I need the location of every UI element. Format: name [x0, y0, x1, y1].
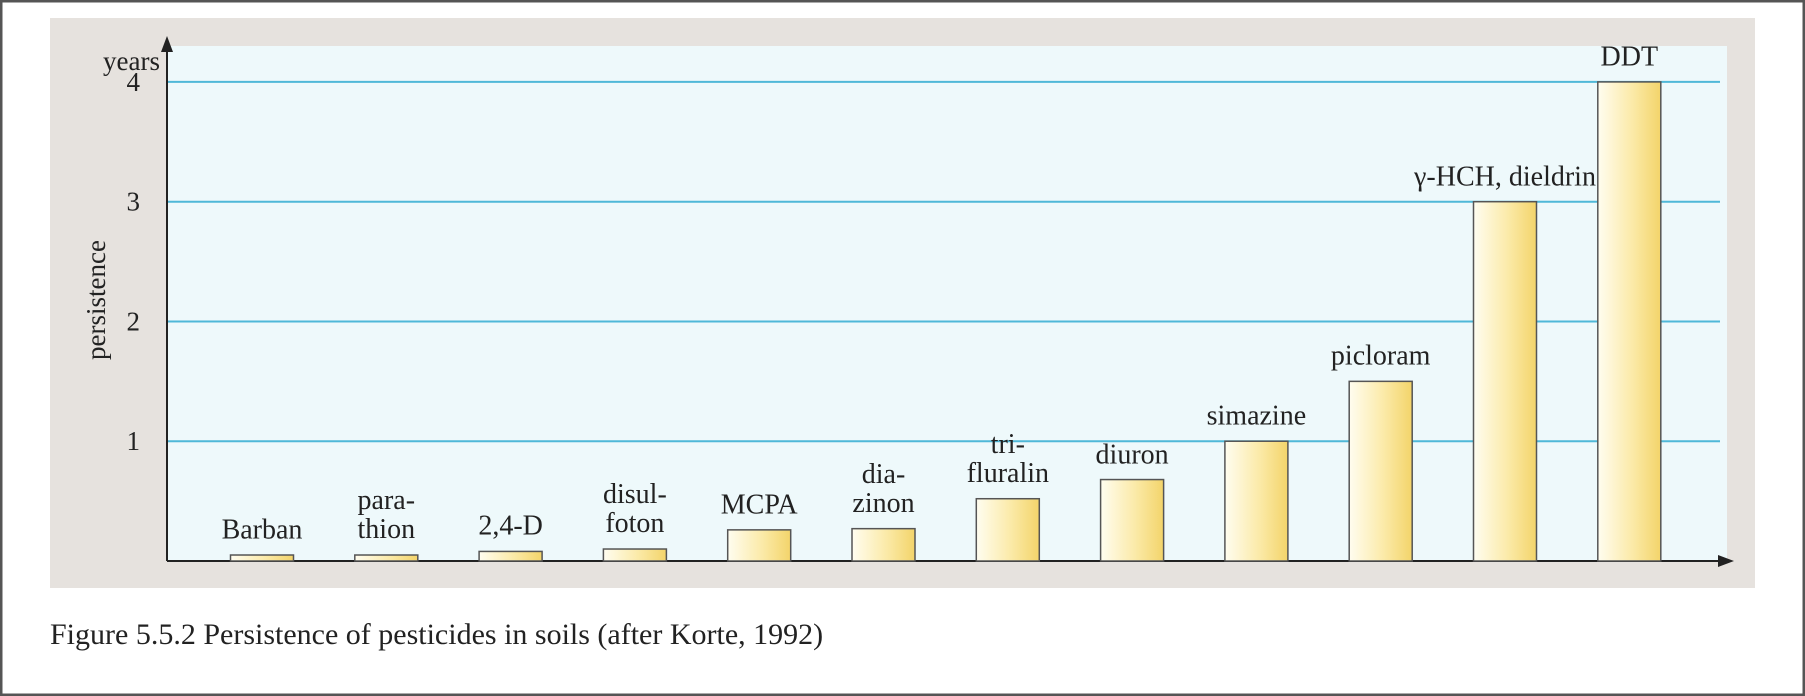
y-axis-arrow	[161, 36, 173, 52]
bar	[478, 550, 543, 562]
bar	[229, 554, 295, 562]
y-tick-label: 1	[127, 426, 141, 456]
bar	[602, 548, 668, 562]
bar	[975, 497, 1041, 562]
x-axis-arrow	[1718, 555, 1734, 567]
bar	[851, 527, 916, 562]
category-label: γ-HCH, dieldrin	[1414, 161, 1596, 193]
bar	[1224, 440, 1289, 562]
y-axis-label: persistence	[81, 240, 111, 360]
category-label: tri- fluralin	[966, 428, 1050, 490]
y-unit: years	[103, 46, 160, 76]
caption: Figure 5.5.2 Persistence of pesticides i…	[50, 618, 824, 651]
category-label: Barban	[221, 514, 303, 546]
y-tick-label: 2	[127, 306, 141, 336]
category-label: disul- foton	[603, 479, 667, 540]
category-label: DDT	[1600, 41, 1659, 73]
category-label: picloram	[1330, 340, 1431, 372]
bar	[1348, 380, 1413, 562]
bar	[354, 554, 419, 562]
category-label: para- thion	[357, 485, 416, 546]
y-tick-label: 3	[127, 187, 141, 217]
category-label: MCPA	[720, 489, 798, 521]
plot-area	[167, 46, 1727, 561]
category-label: diuron	[1095, 439, 1169, 471]
category-label: simazine	[1206, 400, 1307, 432]
bar	[1099, 478, 1165, 562]
category-label: dia- zinon	[852, 458, 915, 520]
category-label: 2,4-D	[478, 511, 543, 543]
y-tick-label: 4	[127, 67, 141, 97]
bar	[1472, 200, 1538, 562]
bar	[1597, 81, 1662, 562]
bar	[726, 529, 792, 562]
